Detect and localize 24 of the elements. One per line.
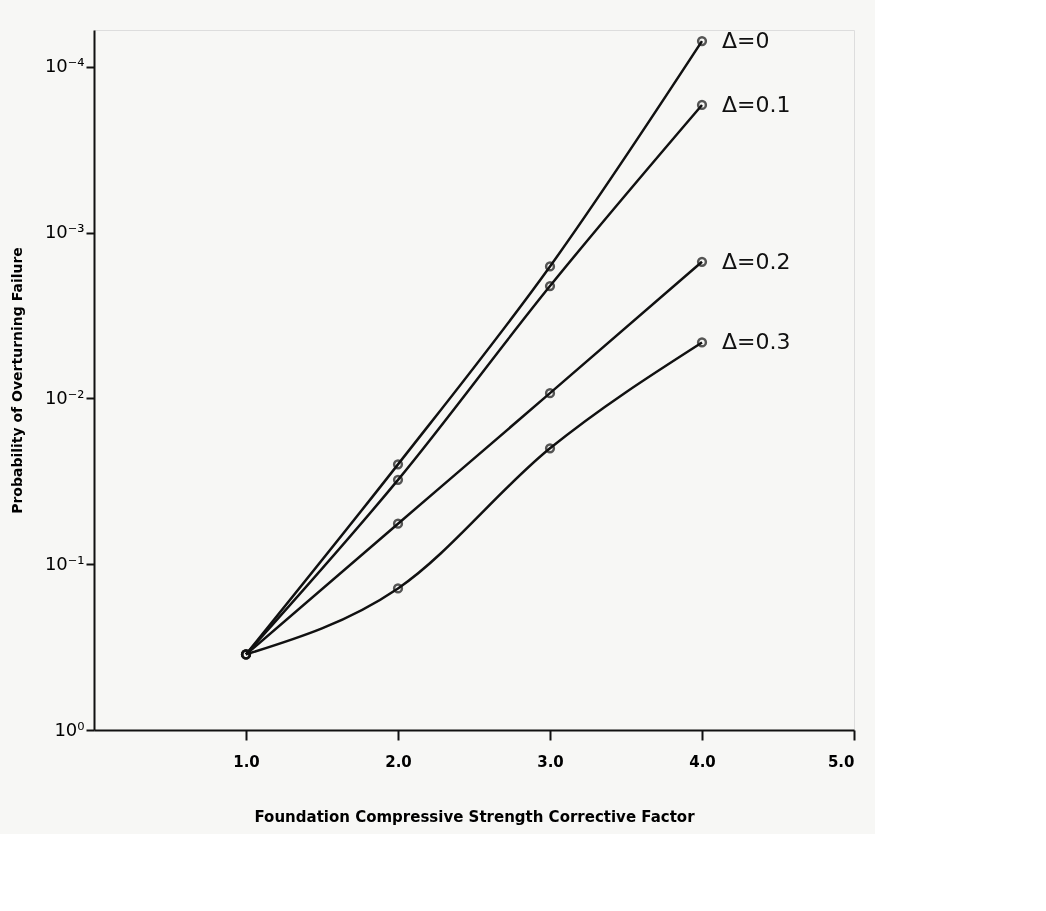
point — [392, 518, 404, 529]
x-tick-label: 5.0 — [827, 752, 855, 771]
point — [392, 459, 404, 470]
y-tick-label: 10⁰ — [54, 718, 85, 740]
point — [544, 443, 556, 454]
point — [392, 583, 404, 594]
y-tick-label: 10⁻¹ — [44, 552, 85, 574]
y-tick-label: 10⁻³ — [44, 221, 85, 243]
x-tick-label: 1.0 — [233, 752, 260, 771]
x-axis-title: Foundation Compressive Strength Corrective Factor — [254, 807, 696, 826]
point — [544, 261, 556, 272]
x-tick-label: 2.0 — [385, 752, 412, 771]
series-label: Δ=0.2 — [722, 248, 791, 274]
series-label: Δ=0.1 — [722, 91, 791, 117]
point — [544, 388, 556, 399]
y-axis-title: Probability of Overturning Failure — [8, 247, 25, 514]
y-tick-label: 10⁻⁴ — [44, 55, 85, 77]
point — [544, 280, 556, 292]
x-tick-label: 4.0 — [689, 752, 716, 771]
x-tick-label: 3.0 — [537, 752, 564, 771]
series-label: Δ=0 — [722, 28, 770, 54]
point — [392, 474, 404, 485]
series-label: Δ=0.3 — [722, 329, 791, 355]
y-tick-label: 10⁻² — [44, 386, 85, 408]
